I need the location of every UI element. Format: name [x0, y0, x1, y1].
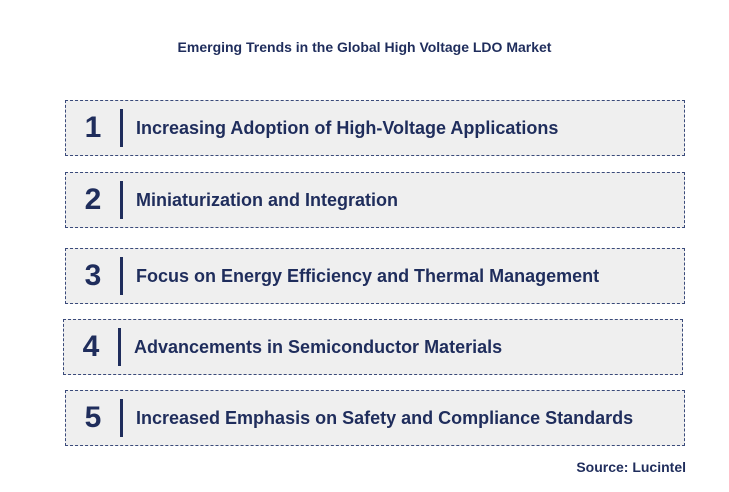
- trend-item-2: 2 Miniaturization and Integration: [65, 172, 685, 228]
- divider-bar: [120, 257, 123, 295]
- divider-bar: [118, 328, 121, 366]
- diagram-title: Emerging Trends in the Global High Volta…: [177, 39, 552, 55]
- trend-label: Increasing Adoption of High-Voltage Appl…: [136, 117, 559, 138]
- trend-number: 3: [84, 259, 102, 292]
- trend-item-3: 3 Focus on Energy Efficiency and Thermal…: [65, 248, 685, 304]
- trend-label: Advancements in Semiconductor Materials: [134, 336, 503, 357]
- trend-item-5: 5 Increased Emphasis on Safety and Compl…: [65, 390, 685, 446]
- trend-number: 4: [82, 330, 100, 363]
- trend-item-4: 4 Advancements in Semiconductor Material…: [63, 319, 683, 375]
- trend-number: 5: [84, 401, 102, 434]
- source-note: Source: Lucintel: [576, 459, 686, 475]
- divider-bar: [120, 399, 123, 437]
- trend-label: Focus on Energy Efficiency and Thermal M…: [136, 265, 600, 286]
- divider-bar: [120, 181, 123, 219]
- trend-item-1: 1 Increasing Adoption of High-Voltage Ap…: [65, 100, 685, 156]
- trend-number: 2: [84, 183, 102, 216]
- trend-label: Miniaturization and Integration: [136, 189, 398, 210]
- trend-label: Increased Emphasis on Safety and Complia…: [136, 407, 634, 428]
- trend-number: 1: [84, 111, 102, 144]
- divider-bar: [120, 109, 123, 147]
